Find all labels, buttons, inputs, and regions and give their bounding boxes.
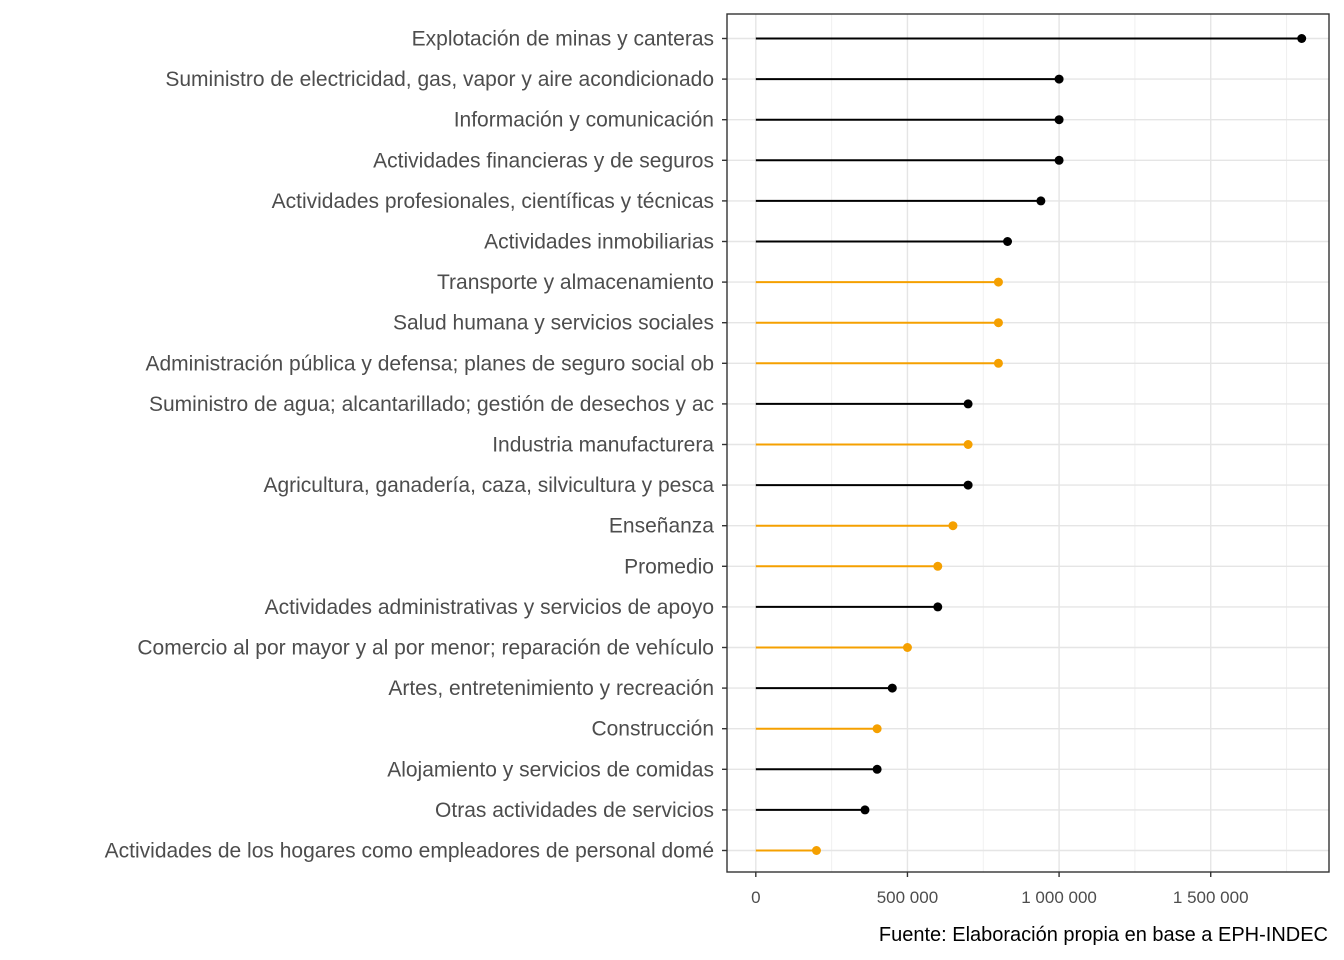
category-label: Promedio [624, 555, 714, 578]
category-label: Actividades administrativas y servicios … [265, 596, 714, 619]
lollipop-point [902, 643, 912, 652]
category-label: Suministro de electricidad, gas, vapor y… [165, 68, 714, 91]
category-label: Comercio al por mayor y al por menor; re… [137, 637, 714, 660]
category-label: Artes, entretenimiento y recreación [388, 677, 714, 700]
lollipop-point [1297, 34, 1307, 43]
category-label: Otras actividades de servicios [435, 799, 714, 822]
category-label: Salud humana y servicios sociales [393, 312, 714, 335]
x-tick-label: 1 000 000 [1021, 888, 1097, 907]
lollipop-point [933, 602, 943, 612]
x-tick-label: 1 500 000 [1173, 888, 1249, 907]
lollipop-point [860, 805, 870, 815]
lollipop-point [993, 358, 1003, 368]
lollipop-point [1036, 196, 1046, 206]
lollipop-point [993, 318, 1003, 328]
lollipop-point [1054, 115, 1064, 125]
category-labels: Explotación de minas y canteras Suministr… [105, 28, 727, 863]
lollipop-point [963, 480, 973, 490]
x-axis: 0 500 000 1 000 000 1 500 000 [751, 872, 1249, 907]
category-label: Transporte y almacenamiento [437, 271, 714, 294]
category-label: Agricultura, ganadería, caza, silvicultu… [263, 474, 714, 497]
lollipop-point [887, 683, 897, 693]
lollipop-point [963, 440, 973, 449]
lollipop-point [1054, 74, 1064, 84]
category-label: Alojamiento y servicios de comidas [387, 758, 714, 781]
panel-border [726, 13, 1330, 873]
lollipop-point [1054, 155, 1064, 165]
lollipop-point [948, 521, 958, 531]
category-label: Industria manufacturera [492, 434, 714, 457]
plot-panel [727, 14, 1329, 872]
lollipop-point [872, 724, 882, 734]
category-label: Actividades profesionales, científicas y… [272, 190, 714, 213]
x-tick-label: 0 [751, 888, 760, 907]
caption: Fuente: Elaboración propia en base a EPH… [879, 924, 1328, 946]
category-label: Suministro de agua; alcantarillado; gest… [149, 393, 714, 416]
x-tick-label: 500 000 [877, 888, 938, 907]
lollipop-point [872, 764, 882, 774]
category-label: Actividades inmobiliarias [484, 231, 714, 254]
category-label: Información y comunicación [454, 109, 714, 132]
category-label: Actividades de los hogares como empleado… [105, 840, 714, 863]
category-label: Actividades financieras y de seguros [373, 149, 714, 172]
data-marks [755, 34, 1307, 855]
category-label: Enseñanza [609, 515, 714, 538]
lollipop-point [811, 846, 821, 855]
category-label: Administración pública y defensa; planes… [145, 352, 714, 375]
grid-lines [727, 14, 1329, 872]
lollipop-point [1003, 237, 1013, 246]
lollipop-point [993, 277, 1003, 287]
category-label: Construcción [591, 718, 714, 741]
category-label: Explotación de minas y canteras [412, 28, 714, 51]
lollipop-point [933, 561, 943, 571]
lollipop-point [963, 399, 973, 409]
